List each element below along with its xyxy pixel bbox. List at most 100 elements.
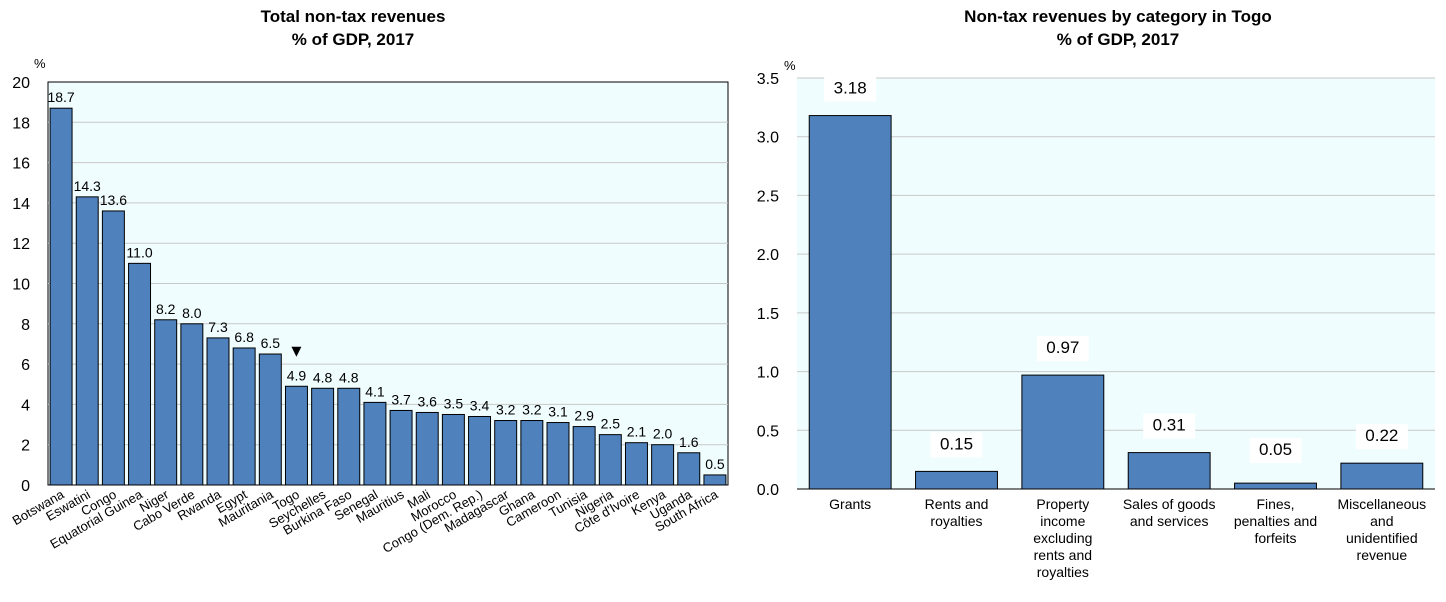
- chart-left-data-label: 3.2: [496, 402, 516, 418]
- chart-right-category-label: royalties: [1037, 564, 1089, 580]
- chart-right-data-label-bg: [930, 432, 983, 458]
- chart-left-bar: [703, 474, 727, 486]
- chart-left-bar: [206, 337, 230, 486]
- chart-left-bar: [232, 347, 256, 486]
- chart-right-data-label-bg: [1036, 336, 1089, 362]
- chart-left-data-label: 18.7: [47, 89, 74, 105]
- chart-left-data-label: 3.5: [444, 395, 464, 411]
- chart-left-bar: [284, 385, 308, 486]
- chart-left-data-label: 11.0: [126, 244, 152, 260]
- chart-left-bar: [311, 387, 335, 486]
- chart-right-category-label: revenue: [1357, 547, 1408, 563]
- chart-right-subtitle: % of GDP, 2017: [1057, 30, 1180, 49]
- chart-left-data-label: 8.0: [182, 305, 202, 321]
- chart-left-highlight-marker: ▼: [288, 341, 305, 360]
- chart-right-data-label-bg: [824, 76, 877, 102]
- chart-right-bar: [915, 470, 998, 490]
- chart-left-ytick-label: 16: [12, 156, 30, 173]
- chart-left-data-label: 13.6: [100, 192, 127, 208]
- chart-right-bar: [1340, 462, 1424, 490]
- chart-right-ytick-label: 2.0: [757, 247, 779, 264]
- chart-right-ytick-label: 0.5: [757, 423, 779, 440]
- chart-left-ytick-label: 12: [12, 236, 30, 253]
- chart-left-bar: [546, 422, 570, 486]
- chart-left-bar: [389, 409, 413, 486]
- chart-left-ytick-label: 6: [21, 357, 30, 374]
- chart-right-data-label: 0.05: [1259, 440, 1292, 459]
- chart-left-bar: [677, 452, 701, 486]
- chart-left-data-label: 8.2: [156, 301, 176, 317]
- chart-right-ytick-label: 1.5: [757, 306, 779, 323]
- chart-right: Non-tax revenues by category in Togo % of…: [757, 7, 1435, 580]
- chart-right-ytick-label: 2.5: [757, 188, 779, 205]
- chart-right-ytick-label: 3.5: [757, 71, 779, 88]
- chart-left-ytick-label: 8: [21, 317, 30, 334]
- chart-left-data-label: 6.8: [234, 329, 254, 345]
- chart-left-data-label: 4.8: [313, 369, 333, 385]
- chart-right-category-label: Rents and: [925, 496, 989, 512]
- chart-left-bar: [598, 434, 622, 486]
- chart-right-category-label: penalties and: [1234, 513, 1317, 529]
- chart-right-data-label: 0.97: [1046, 338, 1079, 357]
- chart-left-ytick-label: 2: [21, 438, 30, 455]
- chart-left-bar: [624, 442, 648, 486]
- chart-left-data-label: 4.1: [365, 383, 385, 399]
- chart-left-data-label: 7.3: [208, 319, 228, 335]
- chart-left-bar: [49, 107, 73, 486]
- chart-left-data-label: 4.8: [339, 369, 359, 385]
- chart-right-title: Non-tax revenues by category in Togo: [964, 7, 1272, 26]
- chart-left-bar: [363, 401, 387, 486]
- chart-left-bar: [258, 353, 282, 486]
- chart-right-category-label: excluding: [1033, 530, 1092, 546]
- chart-left-data-label: 2.0: [653, 426, 673, 442]
- chart-left-bar: [128, 262, 152, 486]
- chart-right-category-label: income: [1040, 513, 1085, 529]
- chart-left-data-label: 1.6: [679, 434, 699, 450]
- chart-left-data-label: 3.6: [417, 393, 437, 409]
- chart-left-bar: [468, 415, 492, 486]
- chart-right-bar: [1234, 482, 1317, 490]
- chart-right-category-label: unidentified: [1346, 530, 1418, 546]
- chart-left-data-label: 2.9: [574, 408, 594, 424]
- chart-right-category-label: and services: [1130, 513, 1209, 529]
- chart-left-bar: [75, 196, 99, 486]
- chart-left-bar: [415, 411, 439, 486]
- chart-left-data-label: 4.9: [287, 367, 307, 383]
- chart-right-category-label: forfeits: [1254, 530, 1296, 546]
- chart-right-category-label: Fines,: [1256, 496, 1294, 512]
- chart-right-ytick-label: 3.0: [757, 130, 779, 147]
- chart-left: Total non-tax revenues % of GDP, 2017 0 2 4 6…: [10, 7, 729, 556]
- chart-left-ytick-label: 4: [21, 397, 30, 414]
- chart-left-bar: [101, 210, 125, 486]
- chart-right-category-label: Miscellaneous: [1337, 496, 1426, 512]
- chart-right-data-label: 0.22: [1365, 426, 1398, 445]
- chart-right-category-label: rents and: [1034, 547, 1092, 563]
- chart-left-ytick-label: 0: [21, 478, 30, 495]
- chart-right-bar: [1021, 374, 1105, 490]
- chart-left-bar: [651, 444, 675, 486]
- chart-left-data-label: 3.1: [548, 404, 568, 420]
- chart-left-yaxis-unit: %: [34, 56, 46, 71]
- chart-right-category-label: Property: [1036, 496, 1089, 512]
- chart-left-data-label: 2.1: [627, 424, 647, 440]
- chart-left-data-label: 3.7: [391, 391, 411, 407]
- chart-right-category-label: and: [1370, 513, 1393, 529]
- chart-right-data-label: 3.18: [834, 79, 867, 98]
- chart-left-data-label: 14.3: [74, 178, 101, 194]
- chart-right-category-label: Grants: [829, 496, 871, 512]
- chart-left-bar: [441, 413, 465, 486]
- chart-left-bar: [572, 426, 596, 486]
- chart-left-ytick-label: 14: [12, 196, 30, 213]
- chart-left-bar: [337, 387, 361, 486]
- chart-left-data-label: 3.4: [470, 397, 490, 413]
- chart-right-bar: [808, 115, 892, 490]
- chart-left-data-label: 3.2: [522, 402, 542, 418]
- chart-left-subtitle: % of GDP, 2017: [292, 30, 415, 49]
- chart-left-title: Total non-tax revenues: [261, 7, 446, 26]
- chart-left-bar: [180, 323, 204, 486]
- chart-left-data-label: 6.5: [261, 335, 281, 351]
- chart-right-data-label: 0.31: [1153, 416, 1186, 435]
- chart-left-ytick-label: 10: [12, 277, 30, 294]
- chart-left-data-label: 0.5: [705, 456, 725, 472]
